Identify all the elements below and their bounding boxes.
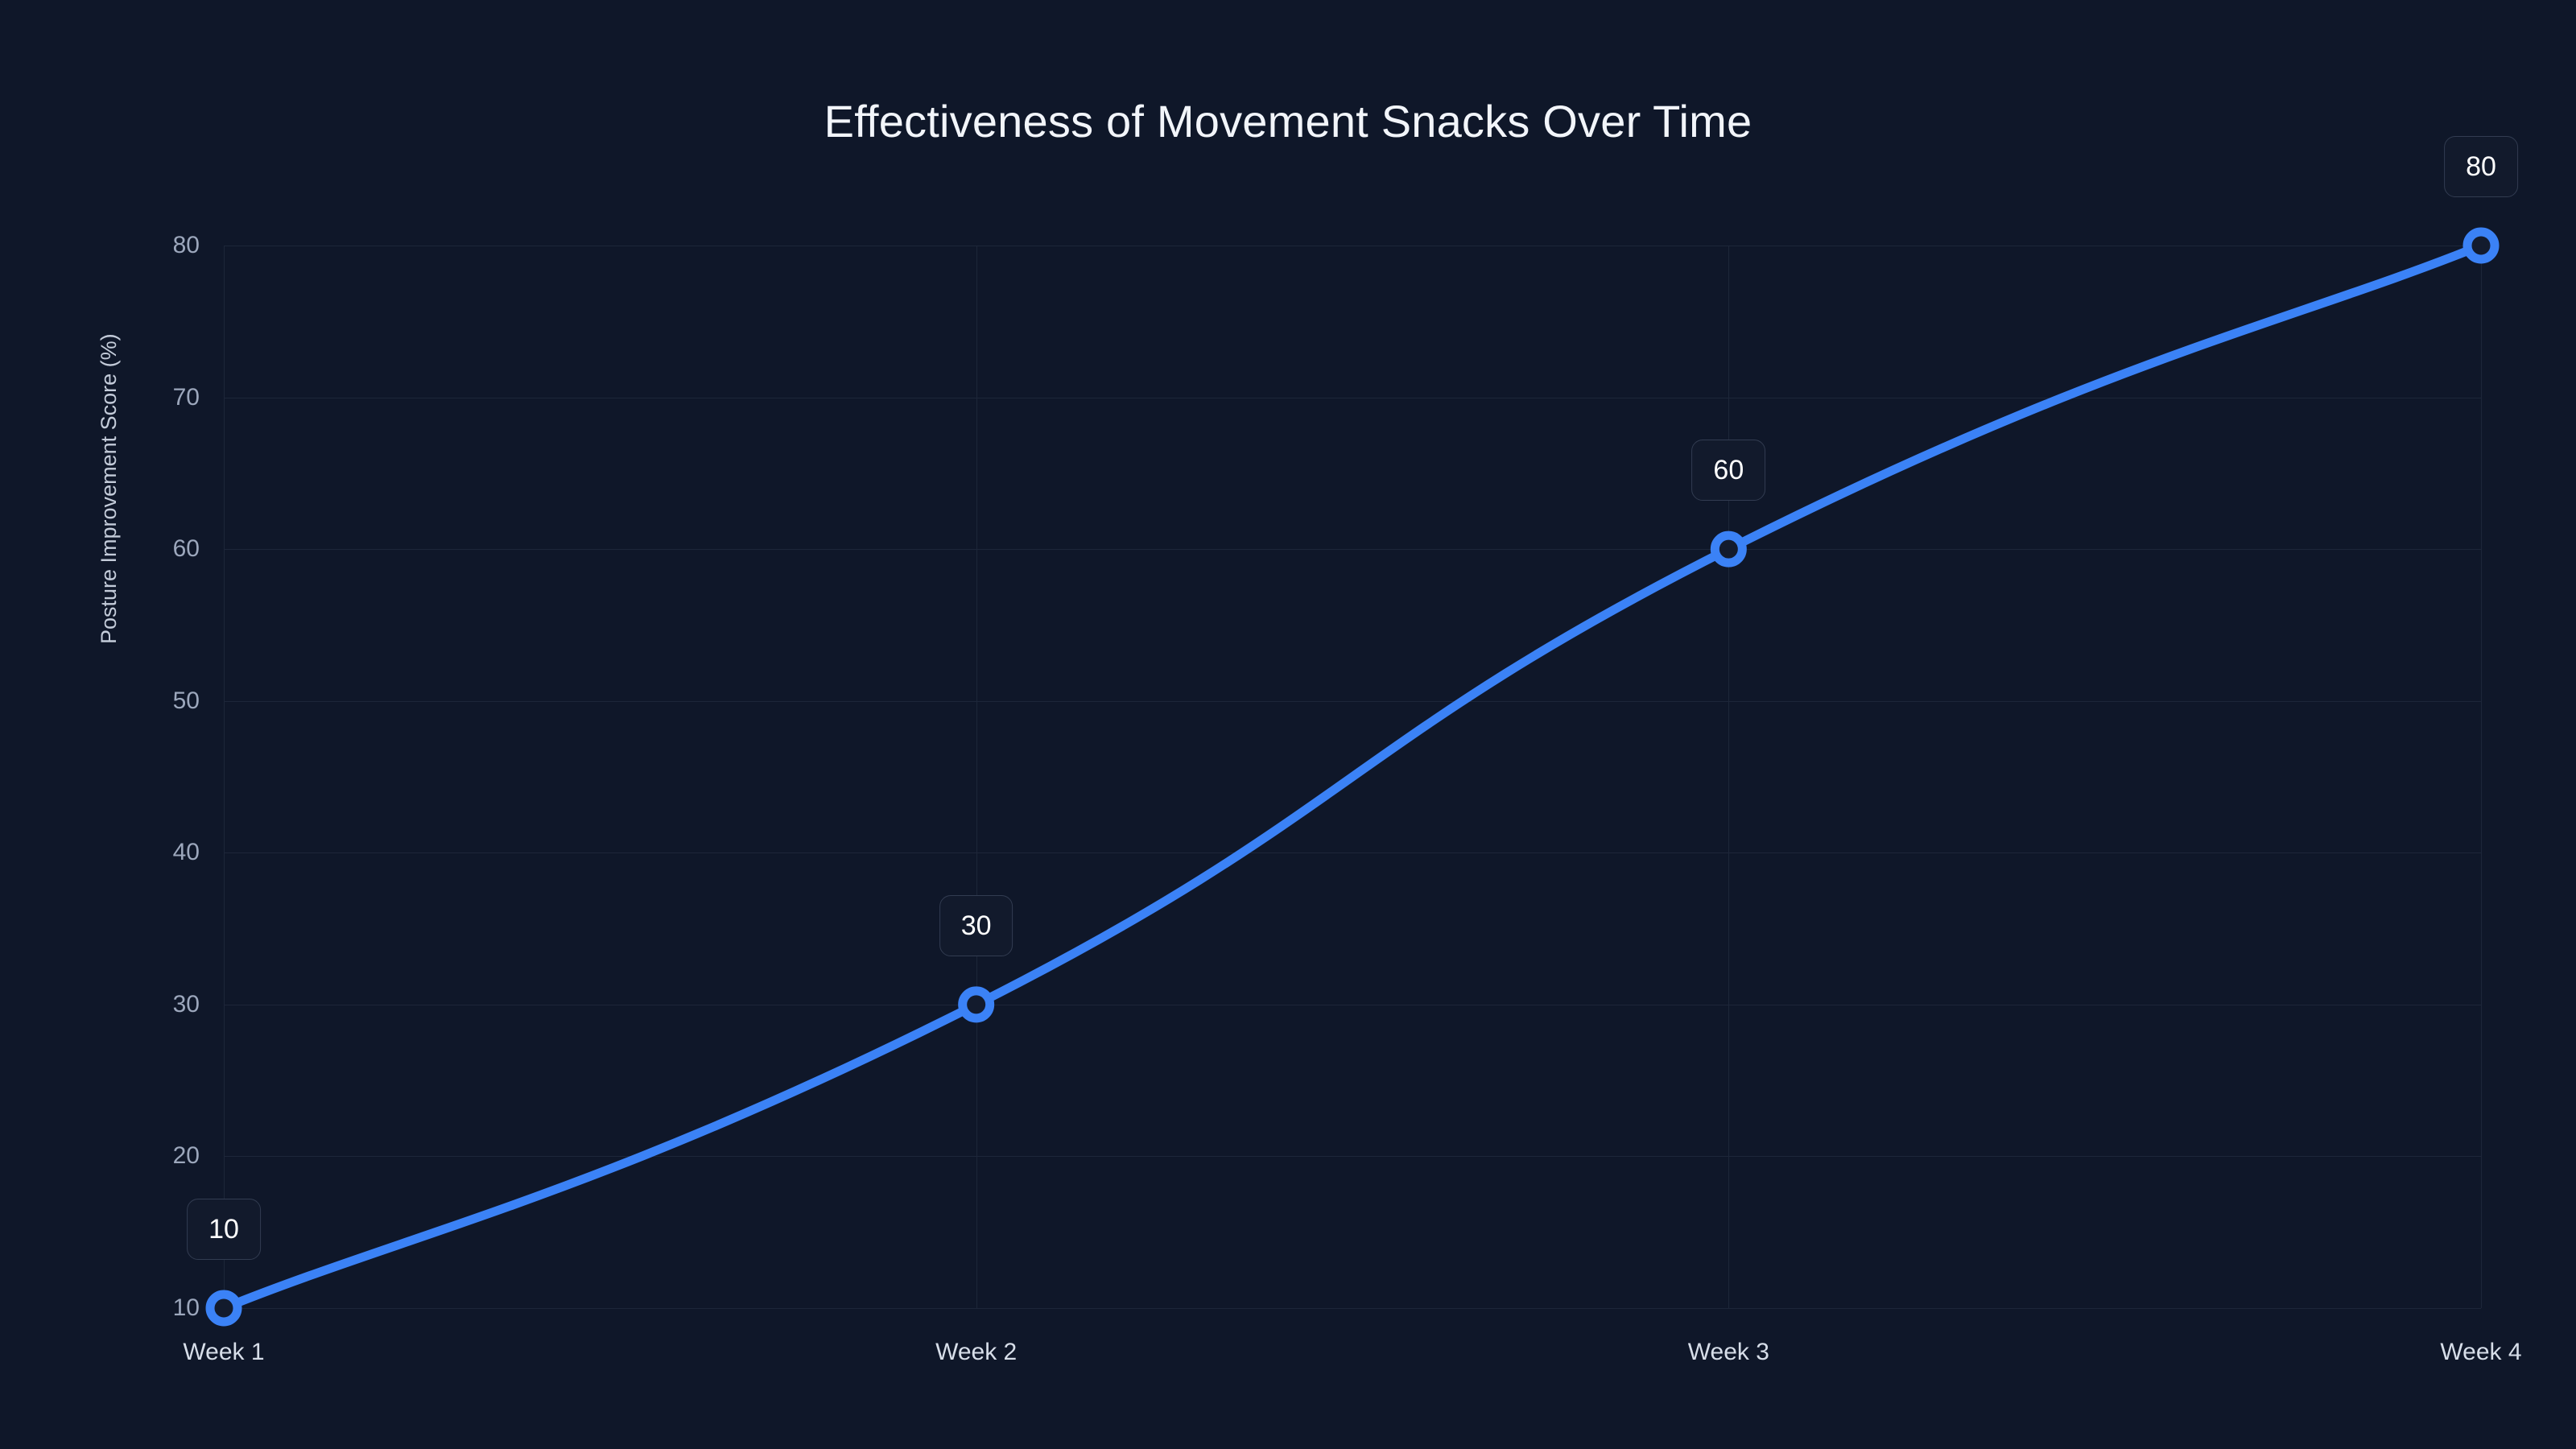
y-axis-tick-label: 60 [172, 535, 200, 563]
series-line-layer [205, 227, 2500, 1327]
data-point-value-badge: 10 [187, 1199, 261, 1260]
gridline-vertical [1728, 246, 1730, 1308]
gridline-horizontal [224, 700, 2481, 702]
data-point-value-badge: 30 [939, 894, 1013, 956]
data-point-marker[interactable] [958, 986, 995, 1023]
gridline-vertical [976, 246, 977, 1308]
y-axis-tick-label: 50 [172, 687, 200, 714]
series-line-path [219, 241, 2486, 1313]
gridline-vertical [2481, 246, 2482, 1308]
data-point-value-badge: 80 [2444, 136, 2518, 197]
gridline-horizontal [224, 852, 2481, 854]
data-point-markers [205, 227, 2500, 1327]
gridline-horizontal [224, 1308, 2481, 1309]
y-axis-tick-label: 70 [172, 383, 200, 411]
y-axis-tick-label: 20 [172, 1142, 200, 1170]
data-point-marker[interactable] [2462, 227, 2500, 264]
x-axis-tick-label: Week 3 [1687, 1339, 1769, 1365]
y-axis-tick-label: 40 [172, 839, 200, 866]
data-point-marker[interactable] [205, 1290, 242, 1327]
x-axis-tick-label: Week 1 [183, 1339, 265, 1365]
y-axis-tick-label: 80 [172, 232, 200, 258]
y-axis-tick-label: 30 [172, 990, 200, 1018]
x-axis-tick-label: Week 2 [935, 1339, 1018, 1365]
gridline-horizontal [224, 549, 2481, 551]
data-point-marker[interactable] [1710, 530, 1747, 568]
chart-title: Effectiveness of Movement Snacks Over Ti… [824, 96, 1752, 147]
y-axis-tick-label: 10 [172, 1294, 200, 1321]
plot-area [205, 227, 2500, 1327]
data-point-value-badge: 60 [1691, 440, 1766, 502]
y-axis-title: Posture Improvement Score (%) [97, 333, 121, 644]
gridline-horizontal [224, 1156, 2481, 1158]
gridline-vertical [224, 246, 225, 1308]
x-axis-tick-label: Week 4 [2440, 1339, 2522, 1365]
